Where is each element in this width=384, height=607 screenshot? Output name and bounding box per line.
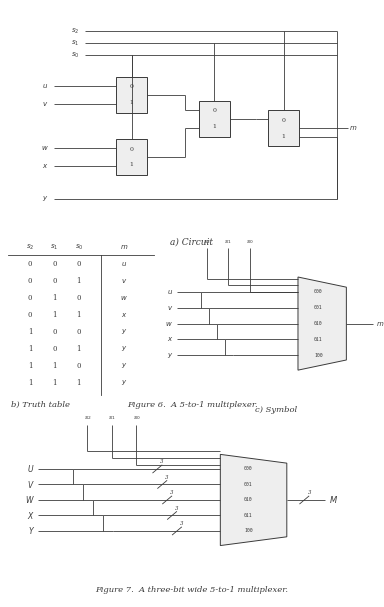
Text: 001: 001 [314, 305, 323, 310]
Text: 010: 010 [314, 321, 323, 326]
Text: 0: 0 [28, 294, 32, 302]
Text: $y$: $y$ [121, 361, 127, 370]
Text: $u$: $u$ [167, 288, 173, 296]
Text: $m$: $m$ [376, 319, 384, 328]
Text: 1: 1 [129, 100, 134, 105]
Text: $w$: $w$ [165, 319, 173, 328]
Text: 0: 0 [52, 260, 57, 268]
Text: 011: 011 [314, 337, 323, 342]
Text: $x$: $x$ [121, 311, 127, 319]
Text: 1: 1 [52, 311, 57, 319]
Text: 1: 1 [52, 379, 57, 387]
Bar [268, 110, 299, 146]
Text: 100: 100 [314, 353, 323, 358]
Text: a) Circuit: a) Circuit [170, 237, 214, 246]
Text: 0: 0 [129, 84, 134, 89]
Text: $s_2$: $s_2$ [71, 27, 80, 36]
Text: $s_1$: $s_1$ [50, 243, 59, 252]
Text: 0: 0 [28, 311, 32, 319]
Text: 1: 1 [76, 379, 81, 387]
Text: 1: 1 [281, 134, 286, 138]
Text: $y$: $y$ [121, 378, 127, 387]
Text: 000: 000 [314, 290, 323, 294]
Text: $y$: $y$ [42, 194, 48, 203]
Text: $M$: $M$ [329, 495, 338, 506]
Text: $v$: $v$ [121, 277, 127, 285]
Bar [116, 76, 147, 113]
Text: $m$: $m$ [349, 124, 358, 132]
Text: 0: 0 [28, 277, 32, 285]
Text: 1: 1 [28, 328, 32, 336]
Text: 0: 0 [52, 345, 57, 353]
Text: $w$: $w$ [41, 144, 48, 152]
Bar [199, 101, 230, 137]
Text: 3: 3 [308, 490, 311, 495]
Text: $y$: $y$ [121, 327, 127, 336]
Text: 1: 1 [76, 277, 81, 285]
Text: 011: 011 [244, 513, 253, 518]
Text: 1: 1 [129, 163, 134, 168]
Text: 3: 3 [165, 475, 169, 480]
Text: Figure 6.  A 5-to-1 multiplexer.: Figure 6. A 5-to-1 multiplexer. [127, 401, 257, 409]
Text: 3: 3 [170, 490, 174, 495]
Text: 1: 1 [76, 345, 81, 353]
Text: $V$: $V$ [27, 479, 35, 490]
Text: 3: 3 [180, 521, 183, 526]
Text: 0: 0 [212, 108, 217, 114]
Text: $m$: $m$ [120, 243, 128, 251]
Text: c) Symbol: c) Symbol [255, 405, 298, 414]
Text: $x$: $x$ [167, 336, 173, 344]
Text: $s_2$: $s_2$ [203, 238, 210, 246]
Text: $s_0$: $s_0$ [71, 50, 80, 60]
Text: 0: 0 [76, 328, 81, 336]
Text: $y$: $y$ [121, 344, 127, 353]
Polygon shape [298, 277, 346, 370]
Text: 1: 1 [52, 362, 57, 370]
Text: 1: 1 [76, 311, 81, 319]
Text: 1: 1 [52, 294, 57, 302]
Text: 1: 1 [28, 379, 32, 387]
Text: 010: 010 [244, 498, 253, 503]
Text: 1: 1 [28, 345, 32, 353]
Text: 001: 001 [244, 482, 253, 487]
Text: $s_0$: $s_0$ [246, 238, 253, 246]
Text: 0: 0 [76, 260, 81, 268]
Text: Figure 7.  A three-bit wide 5-to-1 multiplexer.: Figure 7. A three-bit wide 5-to-1 multip… [96, 586, 288, 594]
Text: $u$: $u$ [43, 82, 48, 90]
Text: $x$: $x$ [42, 162, 48, 170]
Text: $U$: $U$ [28, 464, 35, 475]
Text: 100: 100 [244, 529, 253, 534]
Text: $s_2$: $s_2$ [26, 243, 34, 252]
Text: $u$: $u$ [121, 260, 127, 268]
Text: $v$: $v$ [167, 304, 173, 312]
Text: $s_0$: $s_0$ [132, 414, 140, 422]
Text: 0: 0 [52, 328, 57, 336]
Text: $v$: $v$ [42, 100, 48, 107]
Text: 0: 0 [52, 277, 57, 285]
Bar [116, 139, 147, 175]
Text: 3: 3 [160, 459, 164, 464]
Text: $s_1$: $s_1$ [224, 238, 232, 246]
Text: 0: 0 [28, 260, 32, 268]
Text: 3: 3 [175, 506, 178, 510]
Text: $W$: $W$ [25, 495, 35, 506]
Text: 0: 0 [129, 147, 134, 152]
Text: b) Truth table: b) Truth table [11, 401, 70, 409]
Text: 000: 000 [244, 466, 253, 472]
Text: 1: 1 [28, 362, 32, 370]
Text: 1: 1 [212, 124, 217, 129]
Text: $w$: $w$ [120, 294, 128, 302]
Polygon shape [220, 455, 287, 546]
Text: $y$: $y$ [167, 351, 173, 360]
Text: $s_1$: $s_1$ [71, 39, 80, 48]
Text: $s_2$: $s_2$ [84, 414, 91, 422]
Text: $X$: $X$ [27, 510, 35, 521]
Text: $s_1$: $s_1$ [108, 414, 116, 422]
Text: 0: 0 [281, 118, 286, 123]
Text: $s_0$: $s_0$ [74, 243, 83, 252]
Text: 0: 0 [76, 362, 81, 370]
Text: $Y$: $Y$ [28, 526, 35, 537]
Text: 0: 0 [76, 294, 81, 302]
